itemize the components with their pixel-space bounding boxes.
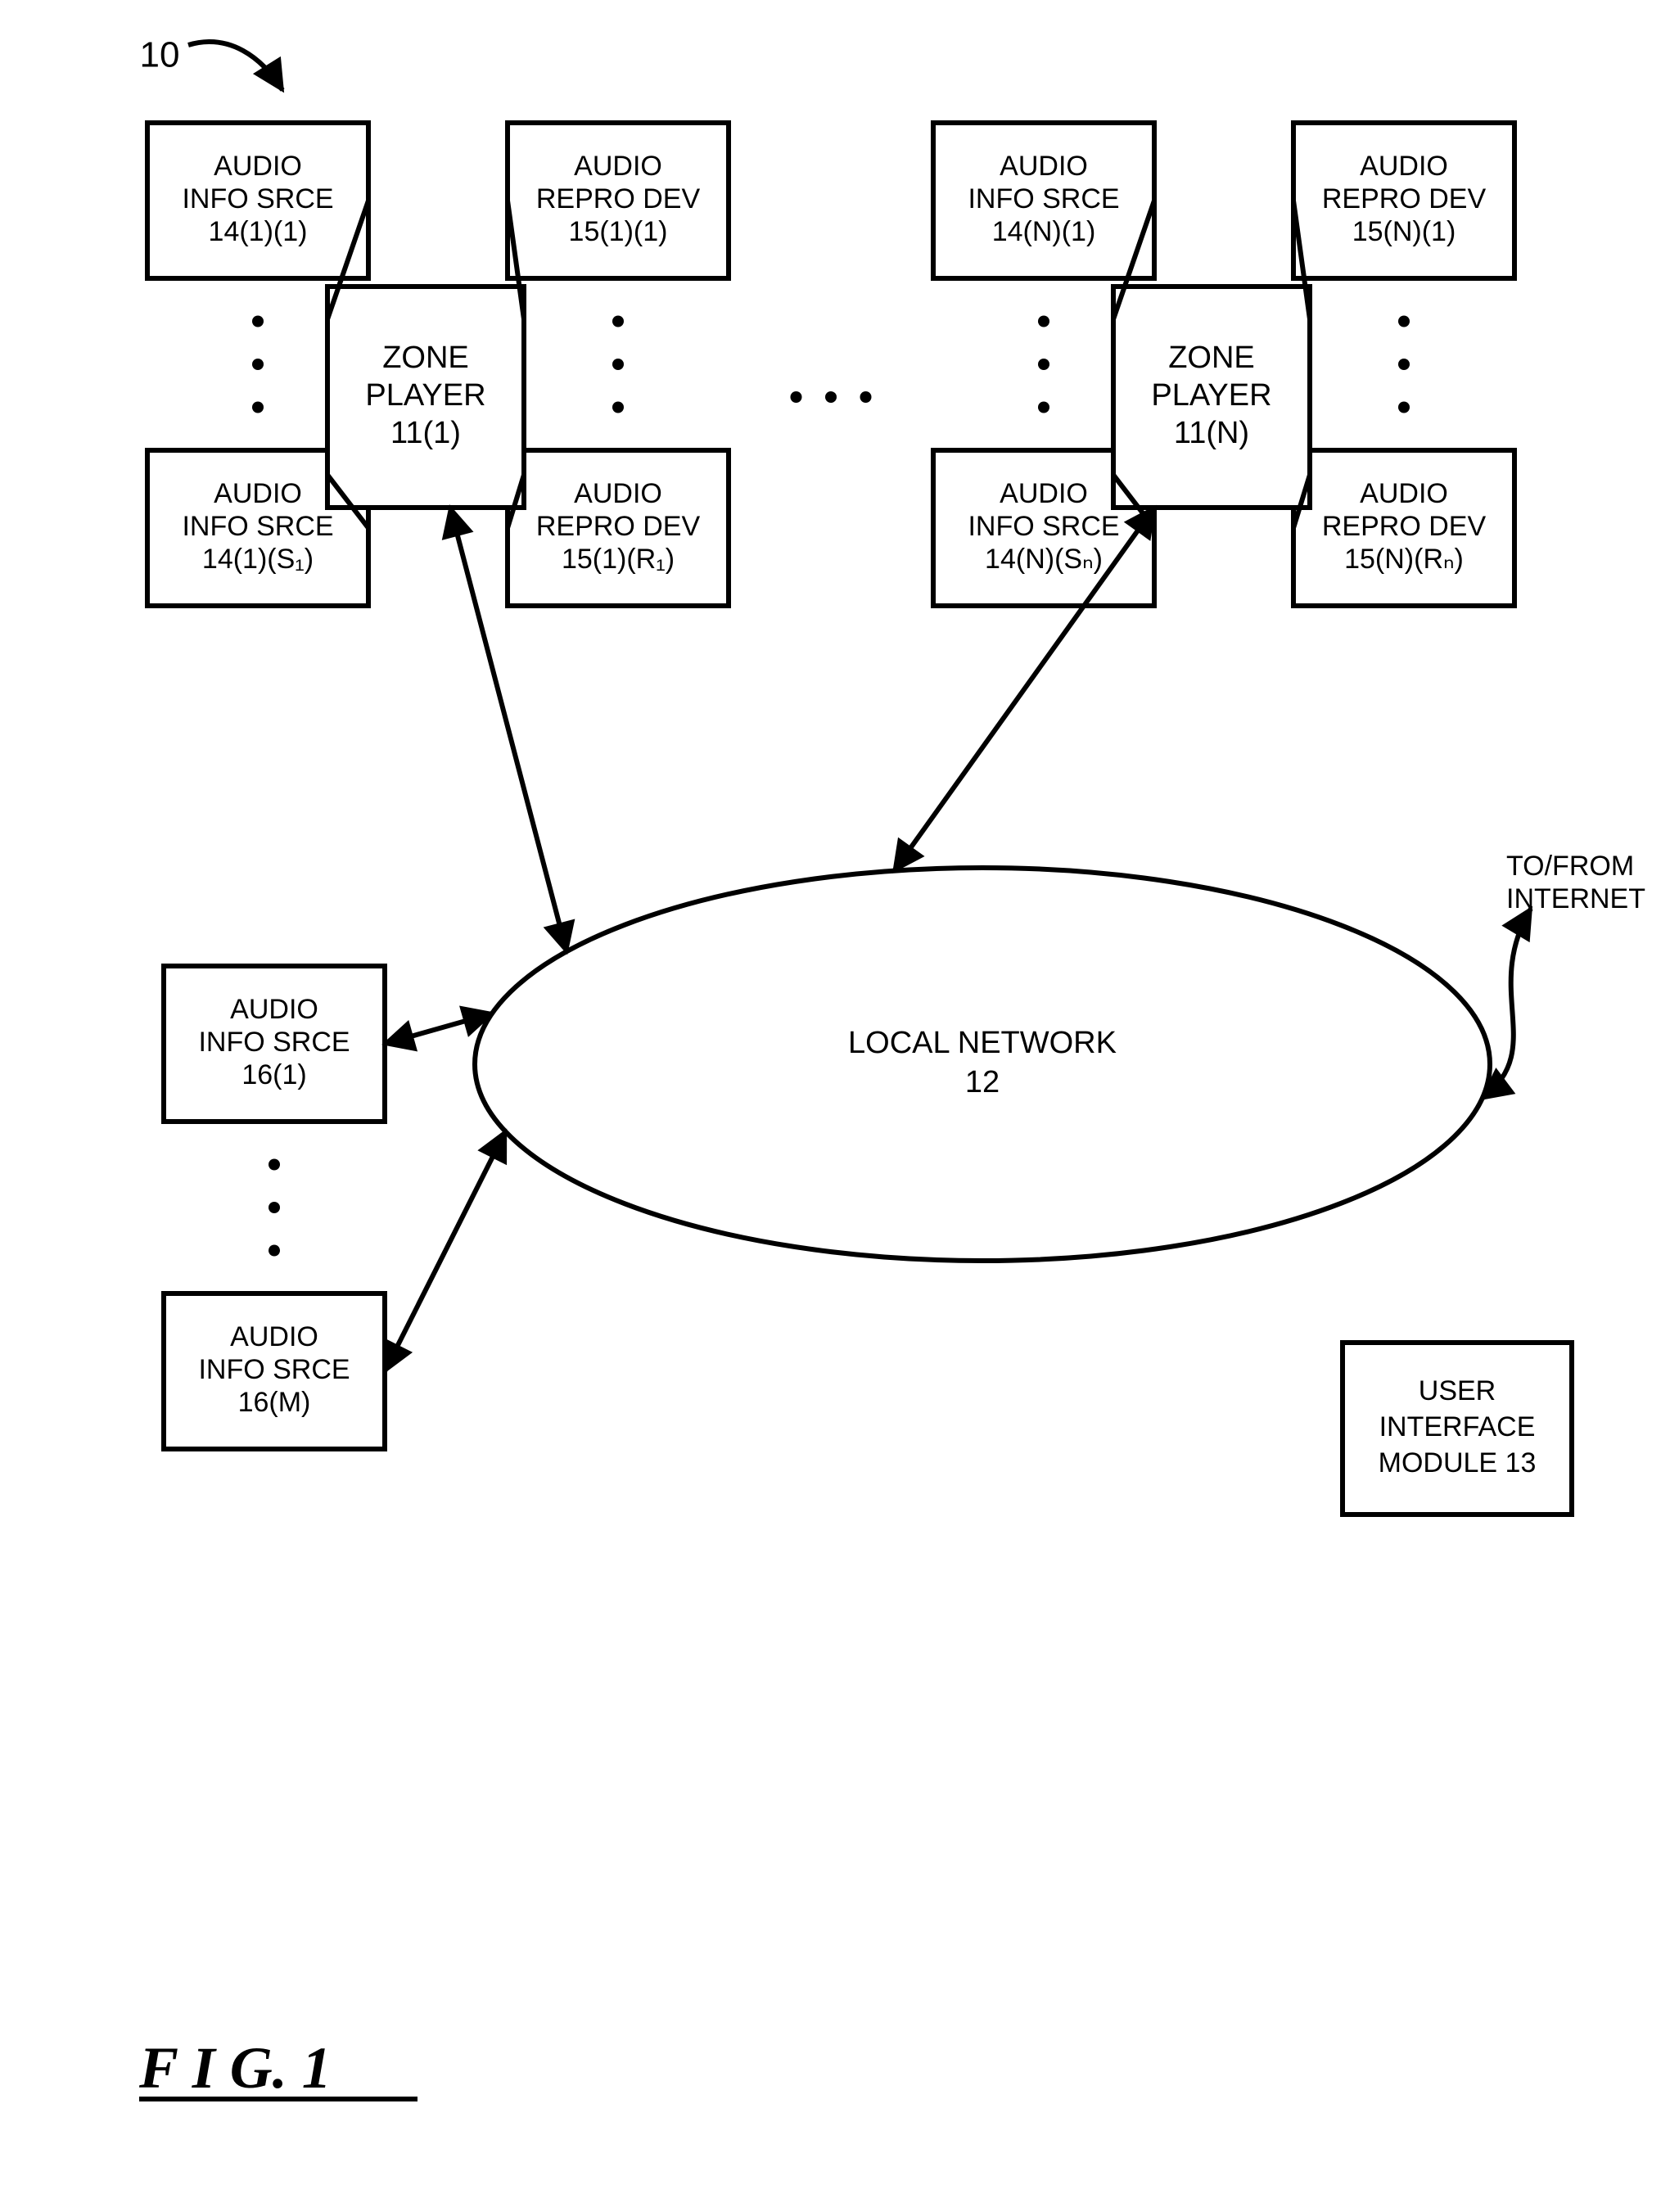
src_N_1-l1: AUDIO [1000, 151, 1088, 182]
dots-right-dev-dot-1 [1398, 359, 1410, 370]
ui-module-l3: MODULE 13 [1379, 1447, 1537, 1478]
dots-net-src-dot-2 [269, 1245, 280, 1257]
dots-left-dev-dot-0 [612, 316, 624, 327]
dev_1_R-l3: 15(1)(R₁) [562, 544, 675, 575]
edge-net_src_1-net [385, 1013, 492, 1044]
net_src_1-l1: AUDIO [230, 994, 318, 1025]
net_src_M-l3: 16(M) [238, 1387, 311, 1418]
local-network [475, 868, 1490, 1261]
src_N_S-l1: AUDIO [1000, 478, 1088, 509]
zone-left-l1: ZONE [382, 341, 469, 375]
src_1_S-l2: INFO SRCE [182, 511, 333, 542]
dots-clusters-dot-0 [791, 391, 802, 403]
zone-left-l2: PLAYER [365, 378, 485, 413]
dev_N_1-l3: 15(N)(1) [1352, 216, 1456, 247]
src_1_1-l2: INFO SRCE [182, 183, 333, 214]
dots-net-src-dot-0 [269, 1159, 280, 1171]
dev_N_R-l2: REPRO DEV [1322, 511, 1487, 542]
dots-left-dev-dot-1 [612, 359, 624, 370]
dots-left-src-dot-2 [252, 402, 264, 413]
ui-module-l2: INTERFACE [1379, 1411, 1536, 1442]
src_N_S-l3: 14(N)(Sₙ) [985, 544, 1103, 575]
dev_1_1-l2: REPRO DEV [536, 183, 701, 214]
dots-net-src-dot-1 [269, 1202, 280, 1213]
zone-right-l1: ZONE [1168, 341, 1255, 375]
dots-right-src-dot-0 [1038, 316, 1049, 327]
dev_N_1-l2: REPRO DEV [1322, 183, 1487, 214]
dots-clusters-dot-1 [825, 391, 837, 403]
dev_1_1-l1: AUDIO [574, 151, 662, 182]
dots-right-dev-dot-0 [1398, 316, 1410, 327]
src_1_S-l1: AUDIO [214, 478, 302, 509]
src_N_1-l3: 14(N)(1) [992, 216, 1096, 247]
dev_1_R-l1: AUDIO [574, 478, 662, 509]
dots-left-src-dot-0 [252, 316, 264, 327]
src_1_1-l1: AUDIO [214, 151, 302, 182]
dots-clusters-dot-2 [860, 391, 872, 403]
ref-pointer [188, 42, 282, 90]
dots-right-src-dot-1 [1038, 359, 1049, 370]
net_src_1-l3: 16(1) [241, 1059, 306, 1090]
edge-net_src_M-net [385, 1131, 505, 1371]
net_src_1-l2: INFO SRCE [198, 1027, 350, 1058]
dev_N_R-l1: AUDIO [1360, 478, 1448, 509]
dev_N_R-l3: 15(N)(Rₙ) [1344, 544, 1464, 575]
dev_N_1-l1: AUDIO [1360, 151, 1448, 182]
zone-left-l3: 11(1) [390, 416, 461, 450]
network-l1: LOCAL NETWORK [848, 1026, 1117, 1060]
zone-right-l2: PLAYER [1151, 378, 1271, 413]
internet-l1: TO/FROM [1506, 851, 1634, 882]
zone-right-l3: 11(N) [1174, 416, 1249, 450]
src_1_S-l3: 14(1)(S₁) [202, 544, 314, 575]
net_src_M-l1: AUDIO [230, 1321, 318, 1352]
dev_1_1-l3: 15(1)(1) [569, 216, 668, 247]
ref-number: 10 [140, 35, 180, 75]
dev_1_R-l2: REPRO DEV [536, 511, 701, 542]
src_N_S-l2: INFO SRCE [968, 511, 1119, 542]
ui-module-l1: USER [1419, 1375, 1496, 1406]
net_src_M-l2: INFO SRCE [198, 1354, 350, 1385]
src_1_1-l3: 14(1)(1) [209, 216, 308, 247]
dots-left-src-dot-1 [252, 359, 264, 370]
src_N_1-l2: INFO SRCE [968, 183, 1119, 214]
dots-left-dev-dot-2 [612, 402, 624, 413]
dots-right-src-dot-2 [1038, 402, 1049, 413]
network-l2: 12 [965, 1065, 1000, 1099]
internet-l2: INTERNET [1506, 883, 1645, 914]
figure-label: F I G. 1 [138, 2035, 332, 2101]
dots-right-dev-dot-2 [1398, 402, 1410, 413]
